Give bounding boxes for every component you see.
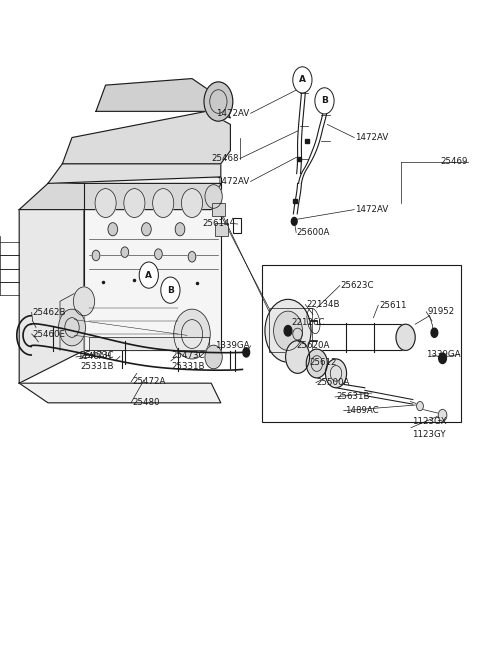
Circle shape [265,299,311,362]
Bar [212,203,225,216]
Circle shape [325,359,347,388]
Circle shape [139,262,158,288]
Circle shape [155,249,162,259]
Circle shape [286,341,310,373]
Circle shape [439,353,446,364]
Text: B: B [321,96,328,105]
Circle shape [142,223,151,236]
Circle shape [161,277,180,303]
Text: A: A [145,271,152,280]
Text: 25600A: 25600A [297,228,330,237]
Text: 1140AH: 1140AH [77,352,111,362]
Circle shape [438,409,447,421]
Circle shape [153,189,174,217]
Bar [269,308,312,352]
Polygon shape [19,177,84,383]
Bar [215,223,228,236]
Bar [262,265,461,422]
Text: 25468: 25468 [212,154,239,163]
Polygon shape [96,79,230,118]
Circle shape [431,328,438,337]
Polygon shape [19,383,221,403]
Text: 1339GA: 1339GA [426,350,461,359]
Text: 91952: 91952 [427,307,455,316]
Text: 1472AV: 1472AV [355,133,388,142]
Text: 25473C: 25473C [81,350,114,360]
Circle shape [73,287,95,316]
Text: 1123GX: 1123GX [412,417,446,426]
Circle shape [306,349,327,378]
Circle shape [205,185,222,208]
Text: 25611: 25611 [379,301,407,310]
Text: 22134B: 22134B [306,300,340,309]
Text: 25473C: 25473C [172,350,205,360]
Circle shape [95,189,116,217]
Polygon shape [62,111,230,164]
Text: 25631B: 25631B [336,392,370,402]
Text: 1472AV: 1472AV [216,109,250,118]
Text: 1489AC: 1489AC [345,406,378,415]
Circle shape [204,82,233,121]
Circle shape [124,189,145,217]
Circle shape [417,402,423,411]
Text: A: A [299,75,306,84]
Bar [233,218,241,233]
Circle shape [243,348,250,357]
Text: 25472A: 25472A [132,377,166,386]
Circle shape [293,67,312,93]
Polygon shape [19,183,221,210]
Polygon shape [60,288,84,350]
Text: 25480: 25480 [132,398,159,407]
Circle shape [92,250,100,261]
Text: 1339GA: 1339GA [215,341,250,350]
Text: 25331B: 25331B [81,362,114,371]
Text: 1472AV: 1472AV [355,205,388,214]
Text: 22126C: 22126C [292,318,325,327]
Circle shape [291,217,297,225]
Circle shape [205,345,222,369]
Bar [89,337,209,350]
Text: 1472AV: 1472AV [216,177,250,186]
Text: 25612: 25612 [310,358,337,367]
Text: 25500A: 25500A [317,378,350,387]
Circle shape [284,326,292,336]
Text: 25331B: 25331B [172,362,205,371]
Text: B: B [167,286,174,295]
Text: 25614: 25614 [202,219,229,228]
Text: 25460E: 25460E [33,329,66,339]
Circle shape [188,252,196,262]
Text: 1123GY: 1123GY [412,430,445,439]
Circle shape [274,311,302,350]
Circle shape [108,223,118,236]
Polygon shape [48,164,221,183]
Circle shape [396,324,415,350]
Text: 25462B: 25462B [33,308,66,317]
Text: 25623C: 25623C [341,281,374,290]
Circle shape [174,309,210,359]
Circle shape [59,309,85,346]
Polygon shape [84,177,221,350]
Circle shape [181,189,203,217]
Circle shape [315,88,334,114]
Circle shape [121,247,129,257]
Text: 25469: 25469 [441,157,468,166]
Circle shape [175,223,185,236]
Text: 25620A: 25620A [296,341,330,350]
